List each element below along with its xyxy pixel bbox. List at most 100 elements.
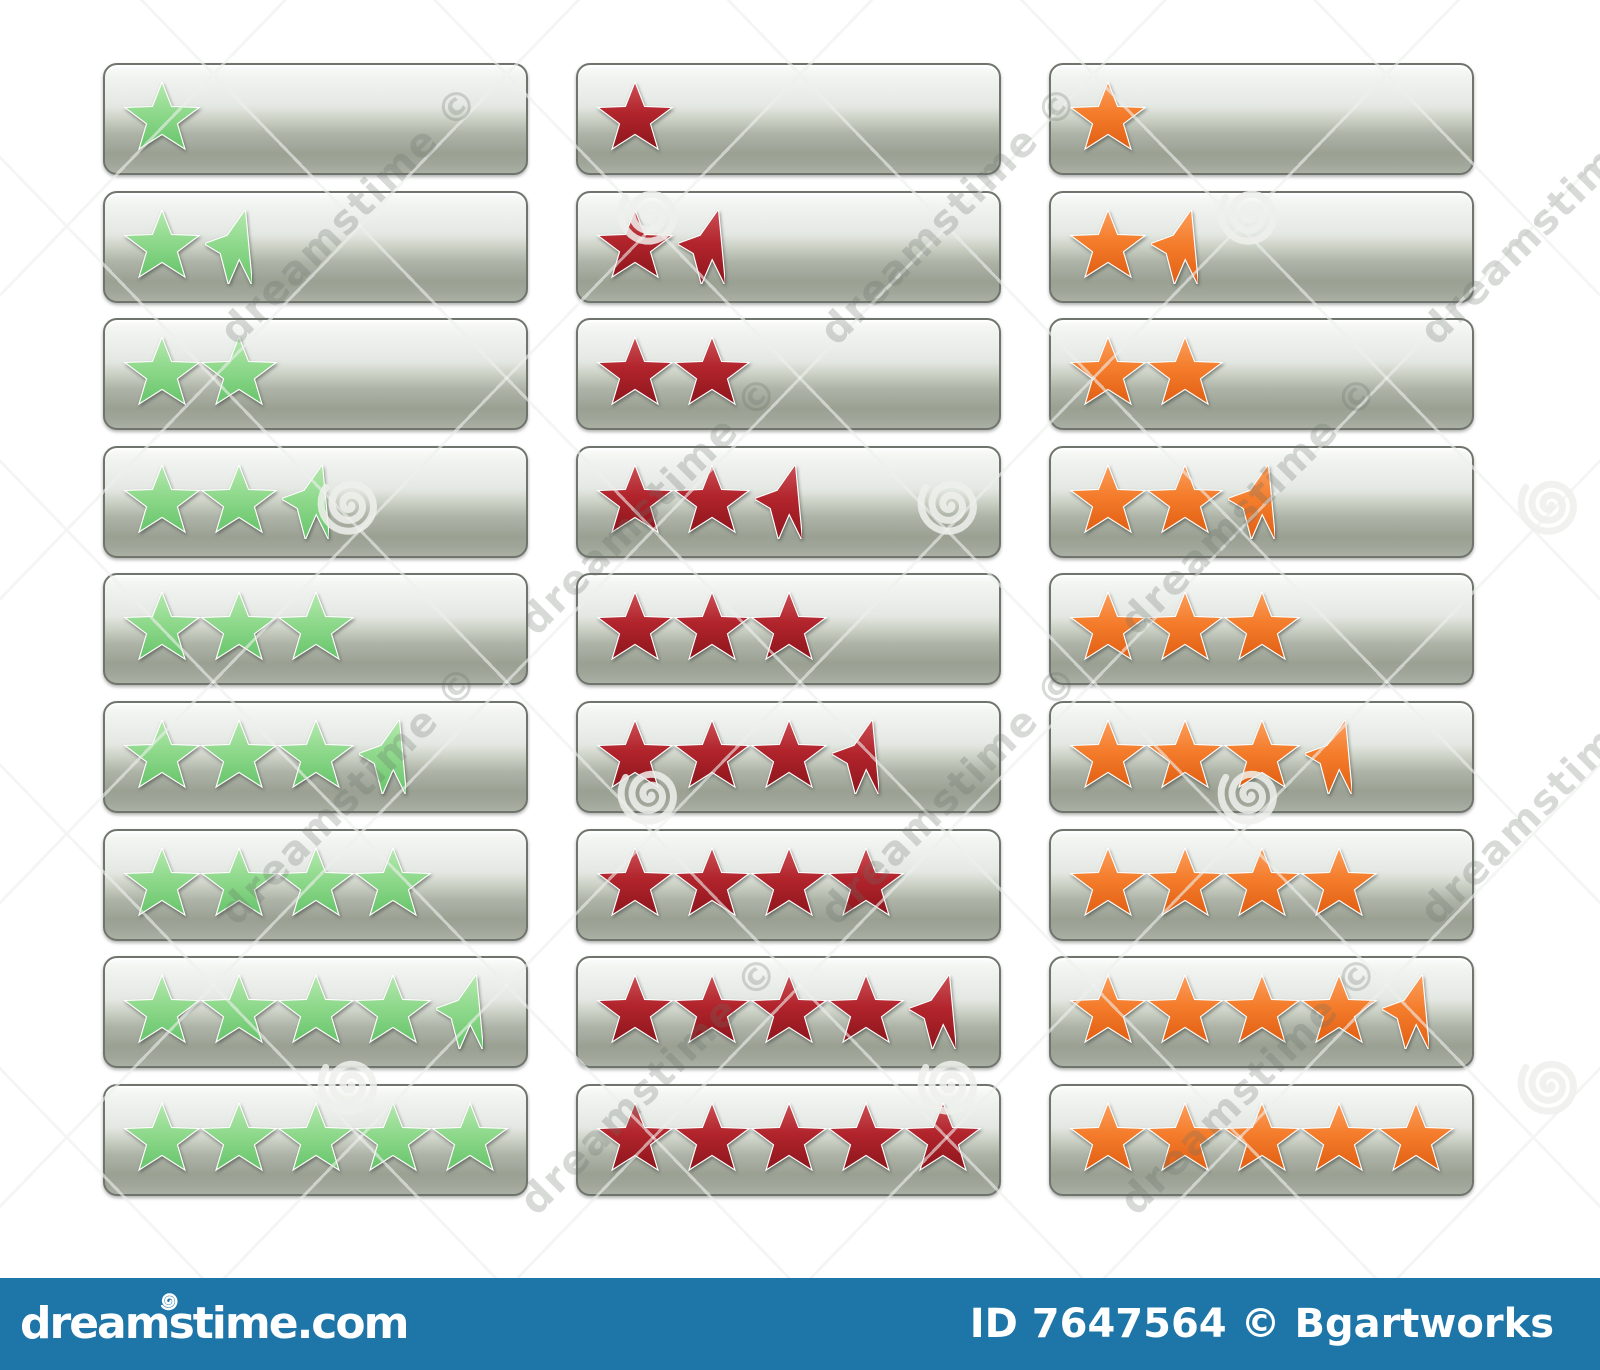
rating-button-green-3-stars[interactable]	[103, 573, 528, 685]
rating-button-green-1-stars[interactable]	[103, 63, 528, 175]
star-icon-green	[200, 720, 278, 789]
star-rating-3	[1069, 592, 1301, 666]
rating-button-green-4-stars[interactable]	[103, 829, 528, 941]
star-rating-5	[123, 1103, 509, 1177]
rating-button-red-1.5-stars[interactable]	[576, 191, 1001, 303]
star-icon-orange	[1146, 592, 1224, 661]
spiral-icon	[160, 1293, 178, 1311]
star-rating-3.5	[596, 720, 879, 794]
star-icon-red	[673, 975, 751, 1044]
star-icon-orange	[1069, 720, 1147, 789]
rating-button-orange-2.5-stars[interactable]	[1049, 446, 1474, 558]
star-icon-orange	[1069, 210, 1147, 279]
star-icon-red	[904, 1103, 982, 1172]
rating-button-orange-3.5-stars[interactable]	[1049, 701, 1474, 813]
half-star-icon-red	[678, 210, 725, 284]
star-rating-5	[1069, 1103, 1455, 1177]
rating-button-orange-3-stars[interactable]	[1049, 573, 1474, 685]
rating-button-red-5-stars[interactable]	[576, 1084, 1001, 1196]
star-icon-orange	[1069, 1103, 1147, 1172]
star-icon-orange	[1069, 848, 1147, 917]
star-icon-red	[596, 975, 674, 1044]
star-rating-3.5	[1069, 720, 1352, 794]
rating-button-green-2-stars[interactable]	[103, 318, 528, 430]
rating-button-red-4-stars[interactable]	[576, 829, 1001, 941]
star-icon-orange	[1377, 1103, 1455, 1172]
star-icon-red	[596, 1103, 674, 1172]
rating-button-green-2.5-stars[interactable]	[103, 446, 528, 558]
star-icon-red	[827, 1103, 905, 1172]
star-icon-orange	[1146, 465, 1224, 534]
rating-button-green-1.5-stars[interactable]	[103, 191, 528, 303]
star-icon-green	[354, 975, 432, 1044]
rating-button-orange-1.5-stars[interactable]	[1049, 191, 1474, 303]
rating-button-green-3.5-stars[interactable]	[103, 701, 528, 813]
rating-button-orange-2-stars[interactable]	[1049, 318, 1474, 430]
star-rating-3	[596, 592, 828, 666]
star-icon-green	[200, 592, 278, 661]
half-star-icon-red	[832, 720, 879, 794]
rating-button-orange-4.5-stars[interactable]	[1049, 956, 1474, 1068]
star-rating-1	[596, 82, 674, 156]
half-star-icon-green	[359, 720, 406, 794]
rating-button-red-2-stars[interactable]	[576, 318, 1001, 430]
star-rating-2	[596, 337, 751, 411]
star-icon-red	[596, 720, 674, 789]
half-star-icon-green	[205, 210, 252, 284]
rating-button-red-1-stars[interactable]	[576, 63, 1001, 175]
star-icon-green	[200, 337, 278, 406]
star-icon-red	[750, 720, 828, 789]
star-rating-2.5	[123, 465, 329, 539]
star-icon-green	[277, 975, 355, 1044]
star-icon-green	[277, 848, 355, 917]
star-icon-orange	[1146, 337, 1224, 406]
rating-button-green-4.5-stars[interactable]	[103, 956, 528, 1068]
dreamstime-logo: dreamstime.com	[20, 1278, 409, 1370]
rating-button-orange-5-stars[interactable]	[1049, 1084, 1474, 1196]
star-icon-green	[200, 465, 278, 534]
star-icon-red	[827, 848, 905, 917]
rating-button-red-2.5-stars[interactable]	[576, 446, 1001, 558]
half-star-icon-orange	[1382, 975, 1429, 1049]
star-rating-4.5	[596, 975, 956, 1049]
star-icon-red	[673, 720, 751, 789]
rating-button-red-3-stars[interactable]	[576, 573, 1001, 685]
star-icon-red	[596, 465, 674, 534]
star-icon-red	[596, 82, 674, 151]
star-icon-green	[277, 1103, 355, 1172]
rating-button-green-5-stars[interactable]	[103, 1084, 528, 1196]
rating-button-orange-1-stars[interactable]	[1049, 63, 1474, 175]
star-icon-red	[673, 1103, 751, 1172]
star-icon-green	[123, 210, 201, 279]
star-icon-green	[354, 1103, 432, 1172]
star-icon-orange	[1069, 82, 1147, 151]
star-icon-red	[596, 592, 674, 661]
star-icon-red	[673, 592, 751, 661]
half-star-icon-orange	[1151, 210, 1198, 284]
rating-button-red-4.5-stars[interactable]	[576, 956, 1001, 1068]
star-icon-orange	[1069, 337, 1147, 406]
star-icon-red	[750, 592, 828, 661]
star-icon-red	[596, 337, 674, 406]
star-icon-green	[354, 848, 432, 917]
star-rating-2	[1069, 337, 1224, 411]
star-icon-green	[123, 848, 201, 917]
rating-button-orange-4-stars[interactable]	[1049, 829, 1474, 941]
star-rating-1.5	[123, 210, 252, 284]
star-icon-orange	[1223, 848, 1301, 917]
star-icon-green	[277, 720, 355, 789]
star-icon-green	[123, 975, 201, 1044]
rating-button-red-3.5-stars[interactable]	[576, 701, 1001, 813]
star-rating-1	[123, 82, 201, 156]
star-rating-4.5	[1069, 975, 1429, 1049]
star-icon-red	[750, 975, 828, 1044]
star-rating-2.5	[596, 465, 802, 539]
star-icon-green	[277, 592, 355, 661]
star-icon-red	[673, 848, 751, 917]
star-icon-green	[200, 848, 278, 917]
star-icon-orange	[1146, 1103, 1224, 1172]
half-star-icon-red	[909, 975, 956, 1049]
star-icon-orange	[1146, 848, 1224, 917]
